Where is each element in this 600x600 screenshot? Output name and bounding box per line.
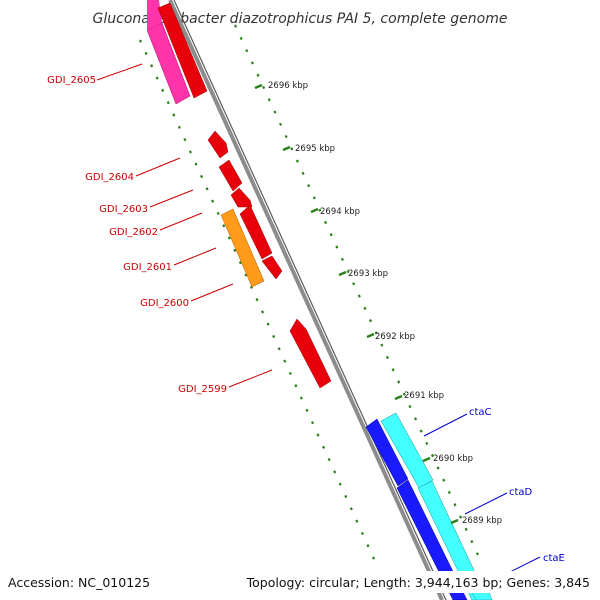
scale-label-2693: 2693 kbp	[348, 269, 388, 279]
gene-label-gdi-2600: GDI_2600	[140, 298, 189, 309]
leader-gdi-2601	[173, 247, 217, 266]
scale-tick-2689	[450, 518, 459, 525]
gene-label-gdi-2603: GDI_2603	[99, 204, 148, 215]
leader-gdi-2604	[135, 157, 181, 177]
left-label-leaders	[96, 63, 273, 388]
leader-gdi-2599	[228, 369, 273, 388]
gene-blue-lower-feature[interactable]	[396, 479, 468, 600]
gene-gdi-2600-feature[interactable]	[220, 208, 265, 288]
leader-gdi-2600	[190, 283, 234, 302]
scale-label-2695: 2695 kbp	[295, 144, 335, 154]
leader-ctad	[464, 492, 508, 515]
scale-tick-2693	[338, 270, 347, 277]
gene-blue-upper-feature[interactable]	[365, 418, 409, 487]
gene-red-top[interactable]	[157, 2, 208, 99]
leader-gdi-2603	[149, 189, 194, 208]
scale-tick-2695	[282, 145, 291, 152]
scale-label-2691: 2691 kbp	[404, 391, 444, 401]
gene-gdi-2605-top	[147, 0, 162, 30]
accession-text: Accession: NC_010125	[8, 575, 150, 590]
gene-label-gdi-2604: GDI_2604	[85, 172, 134, 183]
scale-tick-2694	[310, 207, 319, 214]
scale-label-2689: 2689 kbp	[462, 516, 502, 526]
scale-label-2694: 2694 kbp	[320, 207, 360, 217]
gene-gdi-2602-feature[interactable]	[230, 187, 253, 208]
gene-gdi-2601-feature[interactable]	[239, 204, 273, 260]
genome-backbone	[168, 0, 444, 600]
inner-tick-track	[138, 39, 380, 569]
outer-tick-track	[234, 24, 479, 556]
gene-label-gdi-2601: GDI_2601	[123, 262, 172, 273]
scale-tick-2696	[254, 83, 263, 90]
summary-text: Topology: circular; Length: 3,944,163 bp…	[246, 575, 590, 590]
leader-gdi-2605	[96, 63, 143, 81]
gene-gdi-2599-feature[interactable]	[289, 318, 332, 389]
gene-gdi-2604-feature[interactable]	[207, 130, 229, 159]
scale-tick-2690	[422, 456, 431, 463]
gene-label-ctad: ctaD	[509, 487, 533, 498]
gene-ctad-feature[interactable]	[417, 480, 489, 600]
gene-label-ctac: ctaC	[469, 407, 492, 418]
genome-backbone-shadow	[173, 0, 447, 600]
map-title: Gluconacetobacter diazotrophicus PAI 5, …	[93, 11, 508, 27]
gene-label-gdi-2599: GDI_2599	[178, 384, 227, 395]
scale-label-2692: 2692 kbp	[375, 332, 415, 342]
gene-label-gdi-2605: GDI_2605	[47, 75, 96, 86]
gene-gdi-2603-feature[interactable]	[218, 159, 243, 192]
scale-tick-2691	[394, 394, 403, 401]
scale-label-2690: 2690 kbp	[433, 454, 473, 464]
leader-gdi-2602	[159, 212, 203, 231]
scale-ticks	[254, 83, 459, 525]
gene-ctac-feature[interactable]	[380, 412, 434, 489]
leader-ctac	[423, 413, 468, 437]
scale-label-2696: 2696 kbp	[268, 81, 308, 91]
gene-label-gdi-2602: GDI_2602	[109, 227, 158, 238]
gene-gdi-2605-feature[interactable]	[146, 22, 191, 105]
gene-red-small-b[interactable]	[261, 255, 283, 280]
gene-label-ctae: ctaE	[543, 553, 565, 564]
footer-summary-backdrop	[258, 571, 596, 593]
scale-tick-2692	[366, 332, 375, 339]
